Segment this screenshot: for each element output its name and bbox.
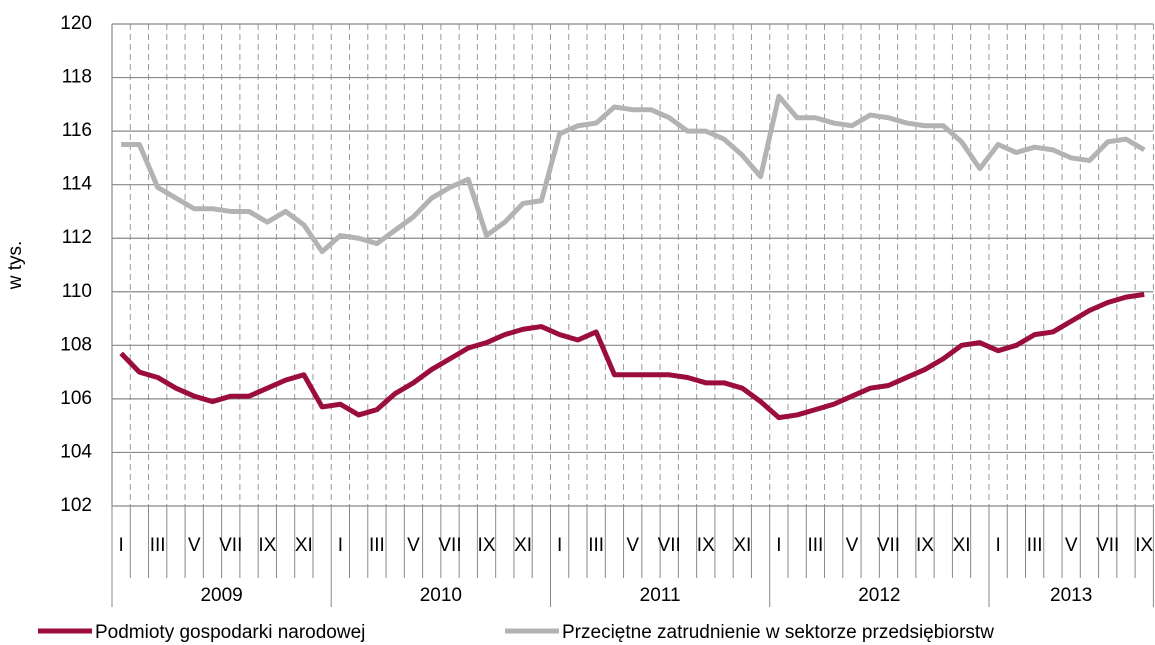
year-label: 2009 — [200, 585, 242, 606]
year-label: 2011 — [640, 585, 681, 606]
x-tick-label: VII — [438, 535, 461, 556]
y-tick-label: 120 — [60, 13, 92, 34]
series-line — [121, 93, 1146, 255]
x-tick-label: III — [1027, 535, 1043, 556]
y-tick-label: 110 — [62, 281, 92, 302]
year-label: 2012 — [858, 585, 900, 606]
x-tick-label: V — [188, 535, 201, 556]
y-tick-label: 104 — [60, 441, 92, 462]
x-tick-label: III — [807, 535, 823, 556]
legend-label: Podmioty gospodarki narodowej — [95, 622, 365, 643]
y-tick-label: 108 — [60, 334, 92, 355]
y-tick-label: 118 — [62, 67, 92, 88]
x-tick-label: I — [118, 535, 123, 556]
x-tick-label: V — [846, 535, 859, 556]
y-tick-label: 102 — [60, 495, 92, 516]
x-tick-label: IX — [258, 535, 276, 556]
x-tick-label: XI — [733, 535, 751, 556]
x-tick-label: III — [369, 535, 385, 556]
x-tick-label: I — [995, 535, 1000, 556]
x-tick-label: IX — [1135, 535, 1153, 556]
y-tick-label: 112 — [62, 227, 92, 248]
y-axis-label: w tys. — [5, 241, 26, 291]
x-tick-label: XI — [953, 535, 971, 556]
y-tick-label: 116 — [62, 120, 92, 141]
series-line — [119, 291, 1145, 421]
x-tick-label: XI — [295, 535, 313, 556]
y-tick-label: 106 — [60, 388, 92, 409]
x-tick-label: IX — [478, 535, 496, 556]
x-tick-label: IX — [697, 535, 715, 556]
x-tick-label: XI — [514, 535, 532, 556]
x-tick-label: III — [588, 535, 604, 556]
year-label: 2013 — [1050, 585, 1092, 606]
x-tick-label: V — [1065, 535, 1078, 556]
x-tick-label: V — [626, 535, 639, 556]
x-tick-label: I — [338, 535, 343, 556]
x-tick-label: VII — [877, 535, 900, 556]
legend-label: Przeciętne zatrudnienie w sektorze przed… — [562, 622, 994, 643]
x-tick-label: IX — [916, 535, 934, 556]
x-tick-label: V — [407, 535, 420, 556]
x-tick-label: VII — [658, 535, 681, 556]
y-tick-label: 114 — [62, 174, 93, 195]
x-tick-label: VII — [1096, 535, 1119, 556]
x-tick-label: I — [557, 535, 562, 556]
x-tick-label: VII — [219, 535, 242, 556]
x-tick-label: III — [150, 535, 166, 556]
year-label: 2010 — [420, 585, 462, 606]
x-tick-label: I — [776, 535, 781, 556]
